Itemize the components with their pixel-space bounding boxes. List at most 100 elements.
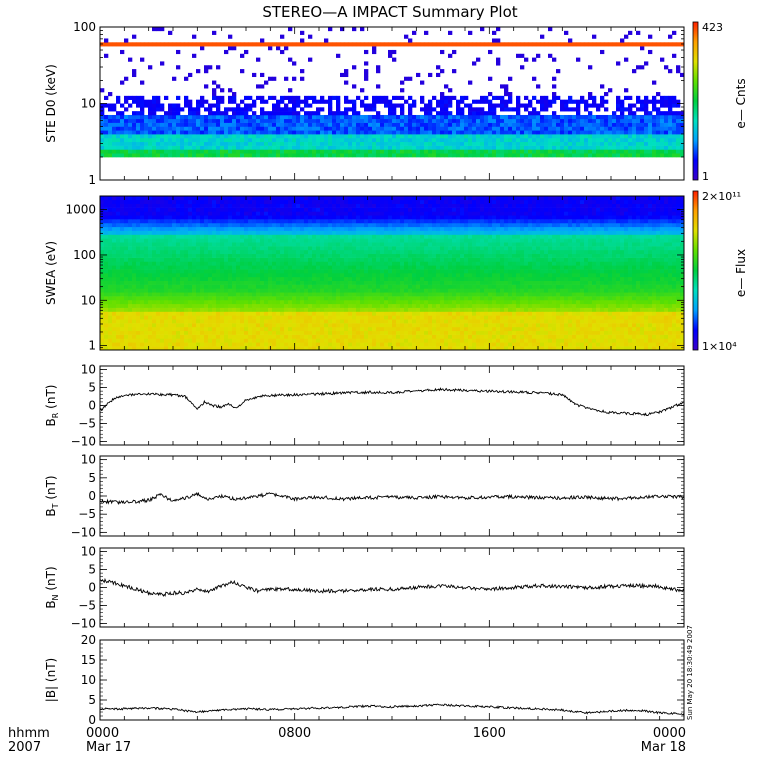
panel-swea-heatmap-cell <box>384 315 389 320</box>
panel-swea-heatmap-cell <box>312 323 317 328</box>
panel-ste-heatmap-cell <box>516 153 521 158</box>
panel-ste-heatmap-cell <box>108 145 113 150</box>
panel-ste-heatmap-cell <box>620 137 625 143</box>
panel-ste-heatmap-cell <box>440 153 445 158</box>
panel-ste-heatmap-cell <box>564 103 569 108</box>
panel-swea-heatmap-cell <box>276 288 281 293</box>
panel-ste-heatmap-cell <box>640 99 645 104</box>
panel-ste-heatmap-cell <box>388 145 393 150</box>
panel-ste-heatmap-cell <box>468 149 473 154</box>
panel-swea-heatmap-cell <box>308 338 313 343</box>
panel-ste-heatmap-cell <box>616 61 621 66</box>
panel-swea-heatmap-cell <box>372 323 377 328</box>
panel-swea-heatmap-cell <box>316 303 321 308</box>
panel-swea-heatmap-cell <box>348 323 353 328</box>
panel-swea-heatmap-cell <box>112 342 117 347</box>
panel-ste-heatmap-cell <box>468 118 473 123</box>
panel-swea-heatmap-cell <box>596 284 601 289</box>
panel-ste-heatmap-cell <box>228 153 233 158</box>
panel-swea-heatmap-cell <box>216 296 221 301</box>
panel-swea-heatmap-cell <box>168 280 173 285</box>
panel-swea-heatmap-cell <box>384 299 389 305</box>
panel-swea-heatmap-cell <box>124 280 129 285</box>
panel-ste-heatmap-cell <box>604 153 609 158</box>
panel-swea-heatmap-cell <box>132 292 137 297</box>
panel-swea-heatmap-cell <box>344 326 349 332</box>
panel-ste-heatmap-cell <box>340 137 345 143</box>
panel-ste-heatmap-cell <box>512 141 517 146</box>
panel-ste-heatmap-cell <box>184 114 189 120</box>
panel-ste-heatmap-cell <box>100 130 105 135</box>
panel-swea-heatmap-cell <box>200 319 205 324</box>
panel-swea-heatmap-cell <box>432 296 437 301</box>
panel-ste-heatmap-cell <box>108 122 113 127</box>
panel-swea-heatmap-cell <box>104 323 109 328</box>
panel-ste-heatmap-cell <box>240 111 245 116</box>
panel-ste-heatmap-cell <box>204 126 209 131</box>
panel-swea-heatmap-cell <box>368 311 373 316</box>
panel-ste-heatmap-cell <box>176 49 181 55</box>
panel-ste-heatmap-cell <box>216 99 221 104</box>
panel-swea-heatmap-cell <box>392 296 397 301</box>
panel-swea-heatmap-cell <box>256 288 261 293</box>
panel-ste-heatmap-cell <box>448 137 453 143</box>
panel-ste-heatmap-cell <box>168 134 173 139</box>
panel-ste-heatmap-cell <box>456 149 461 154</box>
panel-ste-heatmap-cell <box>240 149 245 154</box>
panel-ste-heatmap-cell <box>640 137 645 143</box>
panel-ste-heatmap-cell <box>396 103 401 108</box>
panel-ste-heatmap-cell <box>188 111 193 116</box>
panel-swea-heatmap-cell <box>604 338 609 343</box>
panel-ste-heatmap-cell <box>328 153 333 158</box>
panel-swea-heatmap-cell <box>172 346 177 351</box>
panel-ste-heatmap-cell <box>436 118 441 123</box>
panel-ste-heatmap-cell <box>496 145 501 150</box>
panel-swea-heatmap-cell <box>364 292 369 297</box>
panel-ste-heatmap-cell <box>552 134 557 139</box>
panel-swea-heatmap-cell <box>436 342 441 347</box>
panel-swea-heatmap-cell <box>248 326 253 332</box>
panel-swea-heatmap-cell <box>464 334 469 339</box>
panel-ste-heatmap-cell <box>256 134 261 139</box>
panel-swea-heatmap-cell <box>600 296 605 301</box>
panel-swea-heatmap-cell <box>136 296 141 301</box>
panel-ste-heatmap-cell <box>208 126 213 131</box>
panel-ste-heatmap-cell <box>420 130 425 135</box>
panel-swea-heatmap-cell <box>464 307 469 312</box>
panel-ste-heatmap-cell <box>440 137 445 143</box>
panel-ste-heatmap-cell <box>256 122 261 127</box>
panel-ste-heatmap-cell <box>204 65 209 70</box>
panel-ste-heatmap-cell <box>444 42 449 47</box>
panel-swea-heatmap-cell <box>144 299 149 305</box>
panel-ste-heatmap-cell <box>224 122 229 127</box>
panel-swea-heatmap-cell <box>668 334 673 339</box>
panel-swea-heatmap-cell <box>584 284 589 289</box>
panel-swea-heatmap-cell <box>136 315 141 320</box>
panel-swea-heatmap-cell <box>580 323 585 328</box>
panel-swea-heatmap-cell <box>516 342 521 347</box>
panel-swea-heatmap-cell <box>632 288 637 293</box>
panel-ste-heatmap-cell <box>108 107 113 112</box>
panel-ste-heatmap-cell <box>364 141 369 146</box>
panel-swea-heatmap-cell <box>284 307 289 312</box>
panel-swea-heatmap-cell <box>472 311 477 316</box>
panel-swea-heatmap-cell <box>404 311 409 316</box>
panel-ste-heatmap-cell <box>620 141 625 146</box>
panel-ste-heatmap-cell <box>588 42 593 47</box>
panel-ste-heatmap-cell <box>624 145 629 150</box>
panel-swea-heatmap-cell <box>268 307 273 312</box>
panel-ste-heatmap-cell <box>656 107 661 112</box>
panel-swea-heatmap-cell <box>652 303 657 308</box>
panel-swea-heatmap-cell <box>208 334 213 339</box>
panel-swea-heatmap-cell <box>380 338 385 343</box>
panel-ste-heatmap-cell <box>512 130 517 135</box>
panel-ste-heatmap-cell <box>636 141 641 146</box>
panel-swea-heatmap-cell <box>596 323 601 328</box>
panel-ste-heatmap-cell <box>352 42 357 47</box>
panel-swea-heatmap-cell <box>680 307 685 312</box>
panel-swea-heatmap-cell <box>480 334 485 339</box>
panel-ste-heatmap-cell <box>636 153 641 158</box>
panel-swea-heatmap-cell <box>644 330 649 335</box>
panel-ste-heatmap-cell <box>588 65 593 70</box>
panel-ste-heatmap-cell <box>336 134 341 139</box>
